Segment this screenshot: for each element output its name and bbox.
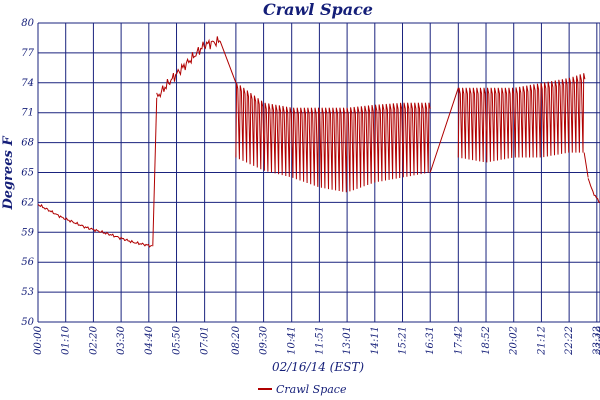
y-tick-label: 62 [21,197,34,208]
x-tick-label: 09:30 [259,325,270,354]
x-tick-label: 23:40 [595,325,600,355]
x-tick-label: 04:40 [144,325,155,354]
x-tick-label: 01:10 [61,325,72,354]
legend: Crawl Space [258,383,347,396]
x-axis-title: 02/16/14 (EST) [272,360,364,374]
x-tick-label: 03:30 [116,325,127,354]
x-tick-label: 18:52 [481,326,492,355]
series-line-connector [219,40,237,83]
series-line-segment [156,36,221,99]
x-tick-label: 02:20 [88,325,99,354]
x-tick-label: 13:01 [342,326,353,355]
y-tick-label: 50 [21,317,34,328]
x-tick-label: 07:01 [200,326,211,355]
y-tick-label: 80 [21,18,34,29]
y-tick-label: 59 [21,227,34,238]
y-tick-label: 71 [21,108,34,119]
x-tick-label: 14:11 [370,326,381,355]
x-axis-ticks: 00:00 01:10 02:20 03:30 04:40 05:50 07:01 08:20… [33,325,600,355]
y-tick-label: 65 [21,168,34,179]
series-line-connector [152,97,158,247]
x-tick-label: 17:42 [453,326,464,355]
legend-label: Crawl Space [276,383,347,396]
x-tick-label: 10:41 [287,326,298,355]
x-tick-label: 11:51 [314,326,325,355]
x-tick-label: 08:20 [231,325,242,354]
series-line-connector [429,87,459,173]
y-axis-ticks: 50 53 56 59 62 65 68 71 74 77 80 [21,18,34,328]
x-tick-label: 21:12 [536,326,547,356]
chart-grid [37,22,600,323]
x-tick-label: 15:21 [398,326,409,355]
x-tick-label: 20:02 [509,326,520,356]
x-tick-label: 00:00 [33,325,44,354]
y-tick-label: 56 [21,257,34,268]
series-line-segment [37,203,153,248]
series-line-connector [583,152,589,178]
y-tick-label: 77 [21,48,34,59]
x-tick-label: 23:32 [592,326,600,356]
chart-title: Crawl Space [263,0,373,19]
x-tick-label: 22:22 [564,326,575,356]
series-line-segment [587,178,600,204]
x-tick-label: 05:50 [172,325,183,354]
y-tick-label: 74 [21,78,34,89]
y-axis-title: Degrees F [1,136,16,211]
y-tick-label: 53 [21,287,34,298]
y-tick-label: 68 [21,138,34,149]
x-tick-label: 16:31 [425,326,436,355]
plot-area [37,36,600,248]
series-line-segment [235,82,431,193]
series-line-segment [457,73,586,163]
